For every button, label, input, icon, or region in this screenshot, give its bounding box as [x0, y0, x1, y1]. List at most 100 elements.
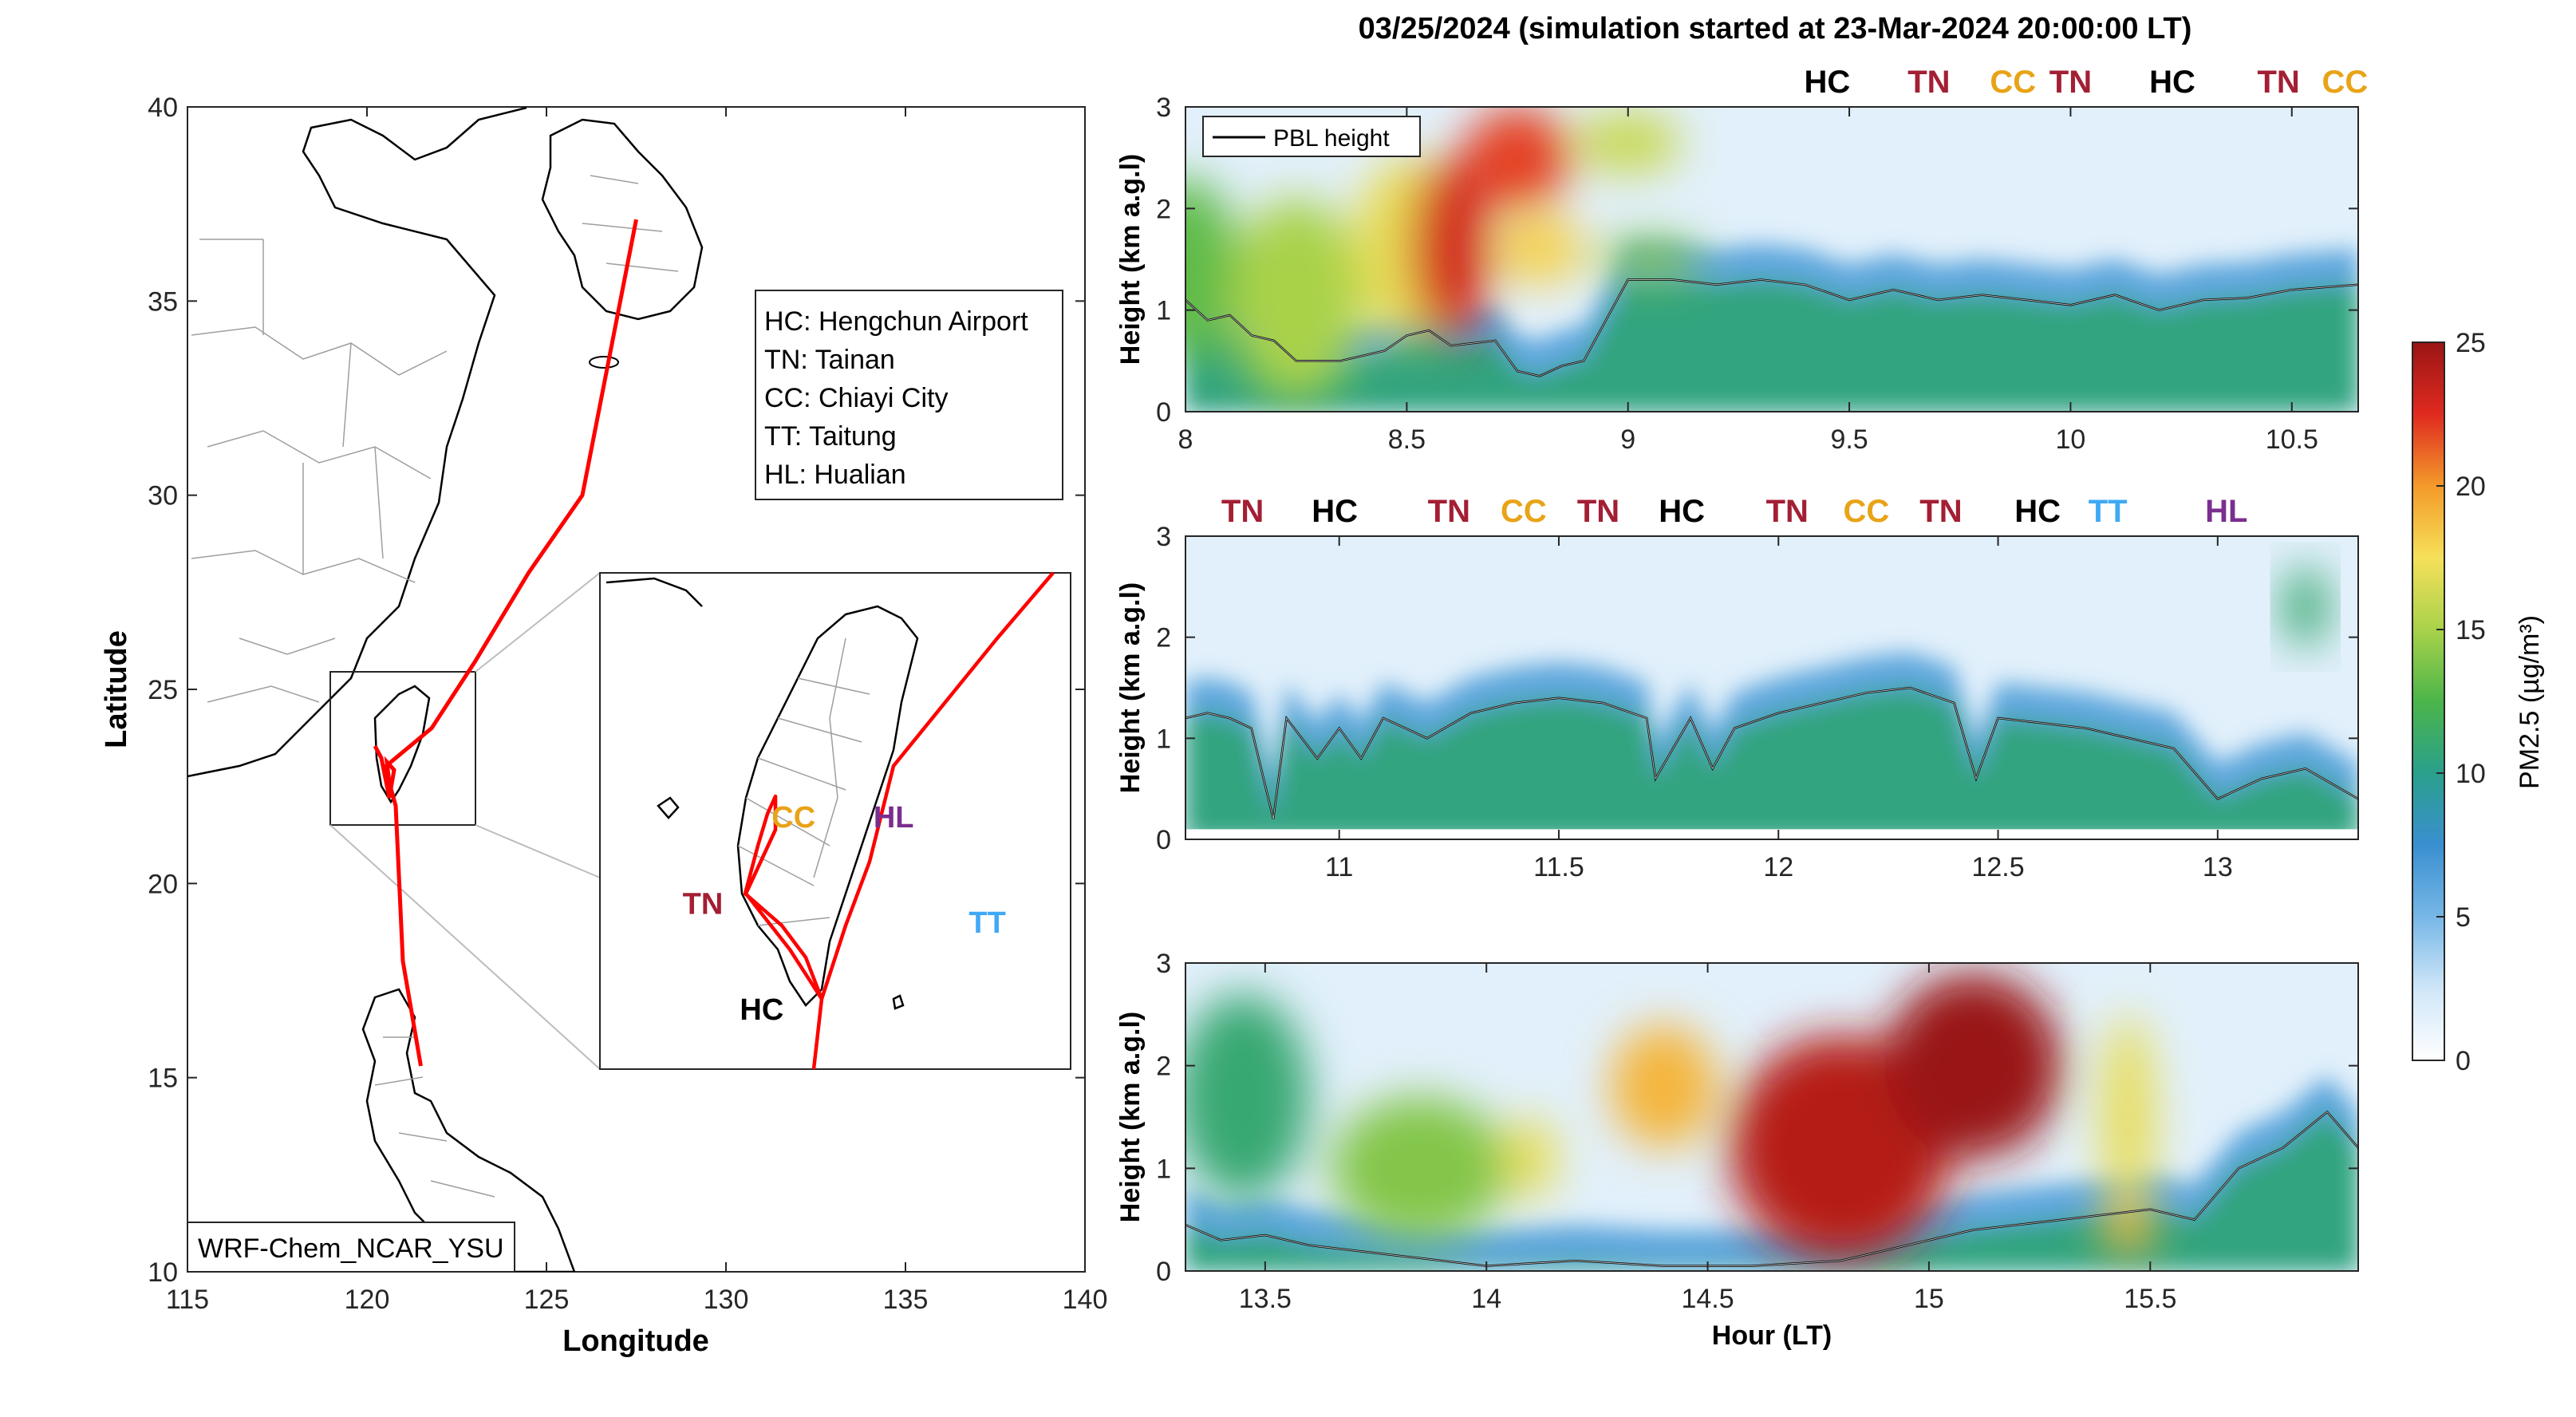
pollution-mass [1884, 973, 2062, 1158]
map-panel: 115 120 125 130 135 140 10 15 20 25 30 35 40 Longit… [100, 93, 1107, 1358]
colorbar-gradient [2412, 341, 2445, 1061]
y-tick-label: 1 [1156, 724, 1171, 754]
pbl-height-line-highlight [1185, 687, 2358, 819]
y-tick-label: 3 [1156, 949, 1171, 979]
site-label: HC [2149, 65, 2195, 100]
model-label: WRF-Chem_NCAR_YSU [198, 1233, 504, 1264]
pollution-mass [1185, 993, 1310, 1199]
inset-islands [606, 577, 905, 1010]
site-label: TN [1221, 494, 1264, 529]
colorbar-tick-label: 25 [2456, 328, 2486, 358]
pollution-mass [1464, 107, 1571, 209]
y-tick-label: 2 [1156, 623, 1171, 653]
x-tick-label: 15.5 [2124, 1284, 2176, 1314]
flight-track-taiwan [373, 744, 396, 799]
pollution-mass [1331, 1096, 1509, 1241]
colorbar-tick-label: 0 [2456, 1046, 2471, 1076]
inset-site-labels: CC HL TN TT HC [683, 801, 1006, 1027]
map-x-ticks: 115 120 125 130 135 140 [166, 107, 1107, 1315]
map-x-tick-label: 130 [704, 1285, 749, 1315]
x-tick-label: 13 [2203, 852, 2233, 882]
heatmap-panel: 8 8.5 9 9.5 10 10.5 0 1 2 3 Height (km a.g.l) HC TN C… [1115, 65, 2368, 455]
map-y-tick-label: 25 [148, 675, 178, 705]
x-tick-label: 10 [2056, 424, 2086, 455]
pbl-height-line-highlight [1185, 1111, 2358, 1267]
pbl-height-line-highlight [1185, 278, 2358, 377]
map-x-tick-label: 140 [1063, 1285, 1108, 1315]
site-label: HC [1804, 65, 1850, 100]
no-data-strip [1185, 829, 2358, 839]
taiwan-county-lines [737, 637, 870, 926]
y-tick-label: 3 [1156, 522, 1171, 552]
heatmap-blend [1185, 652, 2358, 839]
pollution-mass [1596, 239, 1704, 280]
pollution-mass [1575, 112, 1682, 173]
site-label: TN [1577, 494, 1619, 529]
map-y-label: Latitude [100, 630, 133, 748]
site-legend-entry: TN: Tainan [764, 345, 895, 375]
heatmap-field [1185, 536, 2358, 839]
figure-title: 03/25/2024 (simulation started at 23-Mar… [1359, 12, 2192, 45]
model-label-box [187, 1222, 515, 1273]
map-x-tick-label: 135 [883, 1285, 929, 1315]
boundary-layer-fill [1185, 688, 2358, 839]
map-y-tick-label: 10 [148, 1257, 178, 1288]
site-legend-box [755, 290, 1063, 500]
y-tick-label: 2 [1156, 194, 1171, 224]
site-label: TN [1766, 494, 1809, 529]
heatmap-field [1185, 107, 2358, 412]
map-x-tick-label: 115 [166, 1285, 209, 1315]
pollution-mass [2101, 1014, 2155, 1220]
y-tick-label: 0 [1156, 825, 1171, 855]
colorbar-ticks: 0 5 10 15 20 25 [2436, 328, 2486, 1076]
inset-connector-bottom [329, 824, 601, 1070]
site-legend-entry: CC: Chiayi City [764, 383, 948, 413]
inset-site-label: TT [968, 906, 1005, 940]
site-label: TN [2257, 65, 2299, 100]
taiwan-inset: CC HL TN TT HC [599, 571, 1071, 1070]
map-x-tick-label: 120 [345, 1285, 390, 1315]
heatmap-frame [1185, 535, 2359, 840]
site-label: TN [1907, 65, 1950, 100]
site-label: TN [1919, 494, 1962, 529]
y-tick-label: 0 [1156, 397, 1171, 428]
inset-connector-top [475, 572, 601, 673]
site-label: TN [2049, 65, 2092, 100]
x-tick-label: 14.5 [1681, 1284, 1734, 1314]
pollution-mass [2101, 1204, 2155, 1256]
inset-frame [599, 572, 1071, 1070]
site-label: CC [1843, 494, 1889, 529]
x-tick-label: 11.5 [1533, 852, 1584, 882]
pbl-legend-label: PBL height [1273, 125, 1390, 152]
heatmap-blend [1185, 243, 2358, 412]
heatmap-field [1185, 963, 2358, 1271]
site-legend: HC: Hengchun Airport TN: Tainan CC: Chia… [755, 290, 1063, 500]
y-tick-label: 2 [1156, 1052, 1171, 1082]
x-tick-label: 9.5 [1830, 424, 1868, 455]
x-tick-label: 9 [1620, 424, 1635, 455]
pollution-mass [1504, 1117, 1557, 1199]
site-legend-entry: HL: Hualian [764, 460, 906, 490]
colorbar-tick-label: 20 [2456, 472, 2486, 502]
x-tick-label: 8.5 [1388, 424, 1426, 455]
heatmap-frame [1185, 106, 2359, 412]
x-tick-label: 12.5 [1971, 852, 2024, 882]
flight-track [383, 219, 638, 1067]
pollution-mass [2283, 566, 2328, 648]
site-label: CC [1501, 494, 1547, 529]
y-axis-label: Height (km a.g.l) [1115, 1012, 1146, 1222]
map-y-tick-label: 35 [148, 286, 178, 317]
y-axis-label: Height (km a.g.l) [1115, 154, 1146, 365]
y-tick-label: 0 [1156, 1257, 1171, 1287]
x-tick-label: 13.5 [1239, 1284, 1292, 1314]
site-label: TN [1428, 494, 1470, 529]
y-axis-label: Height (km a.g.l) [1115, 582, 1146, 793]
map-x-label: Longitude [562, 1324, 709, 1358]
colorbar-tick-label: 10 [2456, 759, 2486, 789]
inset-site-label: CC [771, 801, 815, 835]
site-legend-entry: TT: Taitung [764, 421, 897, 452]
taiwan-outline [736, 605, 919, 1007]
